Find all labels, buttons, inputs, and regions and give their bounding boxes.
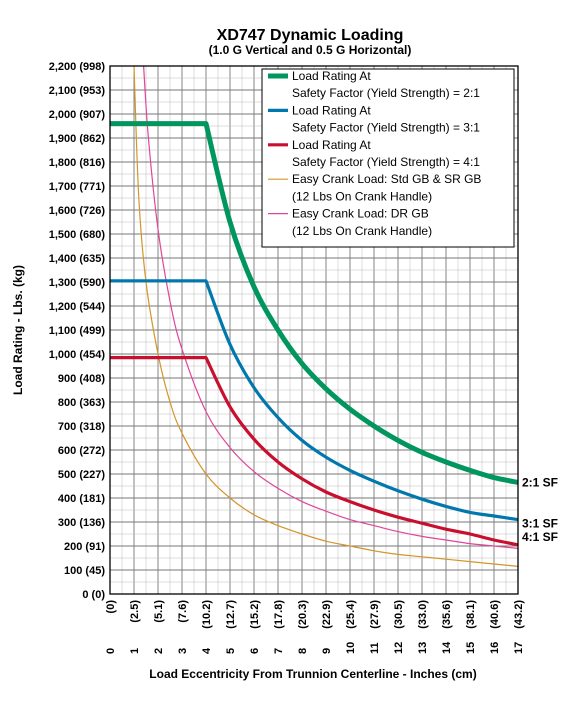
series-end-labels: 2:1 SF 3:1 SF4:1 SF [522, 475, 558, 543]
y-tick-label: 2,000 (907) [49, 109, 106, 121]
legend-label: (12 Lbs On Crank Handle) [292, 189, 432, 203]
legend: Load Rating At Safety Factor (Yield Stren… [261, 68, 515, 248]
y-tick-label: 2,100 (953) [49, 85, 106, 97]
x-tick-label-cm: (12.7) [225, 600, 237, 629]
x-tick-label-inch: 15 [465, 642, 477, 654]
y-tick-label: 500 (227) [58, 469, 105, 481]
x-tick-label-cm: (17.8) [273, 600, 285, 629]
x-tick-label-cm: (7.6) [177, 600, 189, 623]
x-tick-label-inch: 8 [297, 648, 309, 654]
x-tick-label-cm: (38.1) [465, 600, 477, 629]
series-lines [110, 66, 518, 567]
y-tick-label: 2,200 (998) [49, 61, 106, 73]
y-tick-label: 700 (318) [58, 421, 105, 433]
y-tick-label: 100 (45) [64, 565, 105, 577]
x-tick-label-inch: 6 [249, 648, 261, 654]
y-tick-label: 400 (181) [58, 493, 105, 505]
y-tick-labels: 0 (0) 100 (45) 200 (91) 300 (136) 400 (181) 5… [49, 61, 106, 601]
y-tick-label: 1,700 (771) [49, 181, 106, 193]
legend-label: Safety Factor (Yield Strength) = 3:1 [292, 121, 480, 135]
y-tick-label: 900 (408) [58, 373, 105, 385]
y-tick-label: 1,800 (816) [49, 157, 106, 169]
x-tick-label-inch: 1 [129, 648, 141, 654]
y-tick-label: 1,100 (499) [49, 325, 106, 337]
legend-label: Load Rating At [292, 138, 371, 152]
series-line-5 [143, 66, 518, 549]
x-tick-label-cm: (30.5) [393, 600, 405, 629]
series-line-2 [110, 279, 518, 522]
x-tick-label-inch: 4 [201, 647, 213, 654]
x-tick-label-inch: 5 [225, 648, 237, 654]
y-tick-label: 1,500 (680) [49, 229, 106, 241]
y-tick-label: 1,900 (862) [49, 133, 106, 145]
y-tick-label: 300 (136) [58, 517, 105, 529]
x-tick-labels: (0) 0 (2.5) 1 (5.1) 2 (7.6) 3 (10.2) 4 (12.7) 5 (15.… [105, 600, 525, 654]
x-tick-label-cm: (35.6) [441, 600, 453, 629]
series-line-1 [110, 121, 518, 485]
x-tick-label-cm: (5.1) [153, 600, 165, 623]
legend-box [261, 68, 515, 248]
y-tick-label: 200 (91) [64, 541, 105, 553]
x-tick-label-inch: 12 [393, 642, 405, 654]
legend-label: Easy Crank Load: DR GB [292, 207, 429, 221]
plot-border [109, 65, 519, 595]
y-tick-label: 800 (363) [58, 397, 105, 409]
series-end-label: 3:1 SF [522, 517, 558, 531]
series-end-label: 4:1 SF [522, 530, 558, 544]
x-tick-label-cm: (0) [105, 600, 117, 614]
x-tick-label-inch: 11 [369, 642, 381, 654]
x-tick-label-inch: 13 [417, 642, 429, 654]
x-tick-label-cm: (22.9) [321, 600, 333, 629]
chart-subtitle: (1.0 G Vertical and 0.5 G Horizontal) [209, 43, 412, 57]
plot-area-border [109, 65, 519, 595]
x-tick-label-inch: 10 [345, 642, 357, 654]
legend-label: Safety Factor (Yield Strength) = 2:1 [292, 86, 480, 100]
x-tick-label-inch: 14 [441, 641, 453, 654]
legend-label: Easy Crank Load: Std GB & SR GB [292, 172, 481, 186]
x-tick-label-inch: 2 [153, 648, 165, 654]
x-tick-label-cm: (10.2) [201, 600, 213, 629]
x-tick-label-cm: (15.2) [249, 600, 261, 629]
y-tick-label: 0 (0) [82, 589, 105, 601]
x-tick-label-inch: 9 [321, 648, 333, 654]
x-tick-label-cm: (20.3) [297, 600, 309, 629]
y-tick-label: 600 (272) [58, 445, 105, 457]
x-tick-label-inch: 3 [177, 648, 189, 654]
y-axis-label: Load Rating - Lbs. (kg) [11, 265, 25, 395]
legend-label: Load Rating At [292, 69, 371, 83]
x-tick-label-cm: (2.5) [129, 600, 141, 623]
x-tick-label-cm: (33.0) [417, 600, 429, 629]
x-axis-label: Load Eccentricity From Trunnion Centerli… [149, 667, 476, 681]
x-tick-label-inch: 16 [489, 642, 501, 654]
y-tick-label: 1,200 (544) [49, 301, 106, 313]
x-tick-label-inch: 7 [273, 648, 285, 654]
x-tick-label-cm: (43.2) [513, 600, 525, 629]
y-tick-label: 1,300 (590) [49, 277, 106, 289]
x-tick-label-inch: 0 [105, 648, 117, 654]
series-line-3 [110, 356, 518, 547]
x-tick-label-cm: (25.4) [345, 600, 357, 629]
x-tick-label-inch: 17 [513, 642, 525, 654]
legend-label: Load Rating At [292, 103, 371, 117]
y-tick-label: 1,600 (726) [49, 205, 106, 217]
y-tick-label: 1,000 (454) [49, 349, 106, 361]
legend-label: Safety Factor (Yield Strength) = 4:1 [292, 155, 480, 169]
series-line-4 [133, 66, 518, 567]
chart-title: XD747 Dynamic Loading [217, 27, 404, 44]
legend-label: (12 Lbs On Crank Handle) [292, 224, 432, 238]
x-tick-label-cm: (27.9) [369, 600, 381, 629]
series-end-label: 2:1 SF [522, 475, 558, 489]
y-tick-label: 1,400 (635) [49, 253, 106, 265]
x-tick-label-cm: (40.6) [489, 600, 501, 629]
